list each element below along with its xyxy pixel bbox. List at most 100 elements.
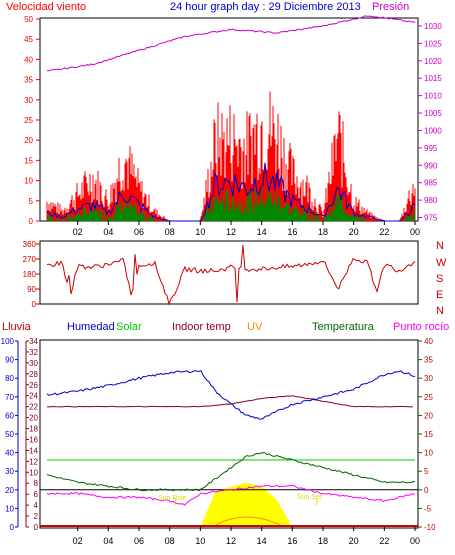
indoor-axis-tick-label: 0 (34, 523, 39, 532)
env-x-tick-label: 20 (349, 536, 359, 546)
direction-letter-w: W (436, 257, 447, 269)
wind-axis-tick-label: 20 (24, 136, 33, 145)
indoor-axis-tick-label: 14 (29, 446, 38, 455)
wind-x-tick-label: 02 (73, 227, 83, 237)
temperature-label: Temperatura (312, 321, 375, 333)
direction-axis-tick-label: 90 (27, 285, 36, 294)
env-x-tick-label: 12 (226, 536, 236, 546)
wind-axis-tick-label: 10 (24, 177, 33, 186)
environment-plot: 0102030405060708090100024681012141618202… (1, 337, 436, 546)
wind-axis-tick-label: 45 (24, 35, 33, 44)
humidity-axis-tick-label: 30 (5, 467, 14, 476)
humidity-series (46, 370, 416, 420)
wind-direction-series (46, 244, 416, 306)
humidity-axis-tick-label: 10 (5, 504, 14, 513)
pressure-axis-tick-label: 990 (424, 161, 438, 170)
env-x-tick-label: 22 (379, 536, 389, 546)
rain-series (40, 525, 418, 527)
indoor-axis-tick-label: 20 (29, 414, 38, 423)
indoor-axis-tick-label: 24 (29, 392, 38, 401)
indoor-temp-series (47, 395, 414, 408)
env-x-tick-label: 04 (103, 536, 113, 546)
indoor-temp-label: Indoor temp (172, 321, 231, 333)
wind-x-tick-label: 04 (103, 227, 113, 237)
humidity-axis-tick-label: 50 (5, 430, 14, 439)
temperature-axis-tick-label: 15 (424, 430, 433, 439)
direction-axis-tick-label: 0 (32, 300, 37, 309)
rain-label: Lluvia (2, 321, 32, 333)
indoor-axis-tick-label: 22 (29, 403, 38, 412)
sunset-label: Sun Set (297, 494, 322, 501)
temperature-axis-tick-label: 30 (424, 374, 433, 383)
solar-radiation-area (200, 482, 293, 527)
wind-x-tick-label: 12 (226, 227, 236, 237)
uv-label: UV (247, 321, 263, 333)
pressure-axis-tick-label: 995 (424, 144, 438, 153)
wind-axis-tick-label: 5 (29, 197, 34, 206)
direction-letter-e: E (436, 289, 443, 301)
pressure-axis-tick-label: 1020 (424, 57, 442, 66)
pressure-series (47, 15, 416, 72)
indoor-axis-tick-label: 32 (29, 348, 38, 357)
wind-axis-tick-label: 30 (24, 96, 33, 105)
env-x-tick-label: 00 (410, 536, 420, 546)
indoor-axis-tick-label: 34 (29, 337, 38, 346)
env-x-tick-label: 08 (165, 536, 175, 546)
dew-point-label: Punto rocío (393, 321, 449, 333)
direction-axis-tick-label: 360 (23, 240, 37, 249)
temperature-axis-tick-label: 40 (424, 337, 433, 346)
humidity-axis-tick-label: 80 (5, 374, 14, 383)
wind-x-tick-label: 08 (165, 227, 175, 237)
temperature-axis-tick-label: -5 (424, 504, 432, 513)
humidity-axis-tick-label: 70 (5, 393, 14, 402)
indoor-axis-tick-label: 26 (29, 381, 38, 390)
env-x-tick-label: 02 (73, 536, 83, 546)
wind-average-series (46, 162, 416, 222)
wind-axis-tick-label: 25 (24, 116, 33, 125)
wind-x-tick-label: 20 (349, 227, 359, 237)
env-x-tick-label: 06 (134, 536, 144, 546)
pressure-label: Presión (372, 1, 409, 13)
wind-x-tick-label: 14 (257, 227, 267, 237)
wind-plot: 0510152025303540455097598098599099510001… (24, 15, 442, 237)
wind-speed-label: Velocidad viento (6, 1, 86, 13)
indoor-axis-tick-label: 8 (34, 479, 39, 488)
humidity-axis-tick-label: 20 (5, 486, 14, 495)
indoor-axis-tick-label: 6 (34, 490, 39, 499)
direction-plot: 0 90 180 270 360 (23, 240, 416, 309)
temperature-series (46, 452, 416, 492)
direction-axis-tick-label: 180 (23, 270, 37, 279)
temperature-axis-tick-label: 10 (424, 449, 433, 458)
env-x-tick-label: 18 (318, 536, 328, 546)
temperature-axis-tick-label: 35 (424, 356, 433, 365)
env-x-tick-label: 14 (257, 536, 267, 546)
pressure-axis-tick-label: 975 (424, 214, 438, 223)
wind-x-tick-label: 22 (379, 227, 389, 237)
wind-axis-tick-label: 0 (29, 217, 34, 226)
env-x-tick-label: 16 (287, 536, 297, 546)
wind-x-tick-label: 16 (287, 227, 297, 237)
humidity-axis-tick-label: 100 (1, 337, 15, 346)
temperature-axis-tick-label: 0 (424, 486, 429, 495)
pressure-axis-tick-label: 980 (424, 196, 438, 205)
wind-axis-tick-label: 50 (24, 15, 33, 24)
chart-title: 24 hour graph day : 29 Diciembre 2013 (170, 1, 361, 13)
wind-lull-series (46, 183, 416, 221)
pressure-axis-tick-label: 1000 (424, 126, 442, 135)
direction-panel (39, 240, 419, 305)
humidity-axis-tick-label: 60 (5, 411, 14, 420)
temperature-axis-tick-label: 5 (424, 467, 429, 476)
wind-x-tick-label: 00 (410, 227, 420, 237)
wind-axis-tick-label: 35 (24, 76, 33, 85)
pressure-axis-tick-label: 1010 (424, 92, 442, 101)
indoor-axis-tick-label: 10 (29, 468, 38, 477)
indoor-axis-tick-label: 4 (34, 501, 39, 510)
wind-gust-series (46, 91, 416, 221)
env-x-tick-label: 10 (195, 536, 205, 546)
uv-series (215, 516, 281, 526)
wind-axis-tick-label: 40 (24, 55, 33, 64)
sunrise-label: Sun Rise (158, 495, 187, 502)
indoor-axis-tick-label: 30 (29, 359, 38, 368)
indoor-axis-tick-label: 12 (29, 457, 38, 466)
